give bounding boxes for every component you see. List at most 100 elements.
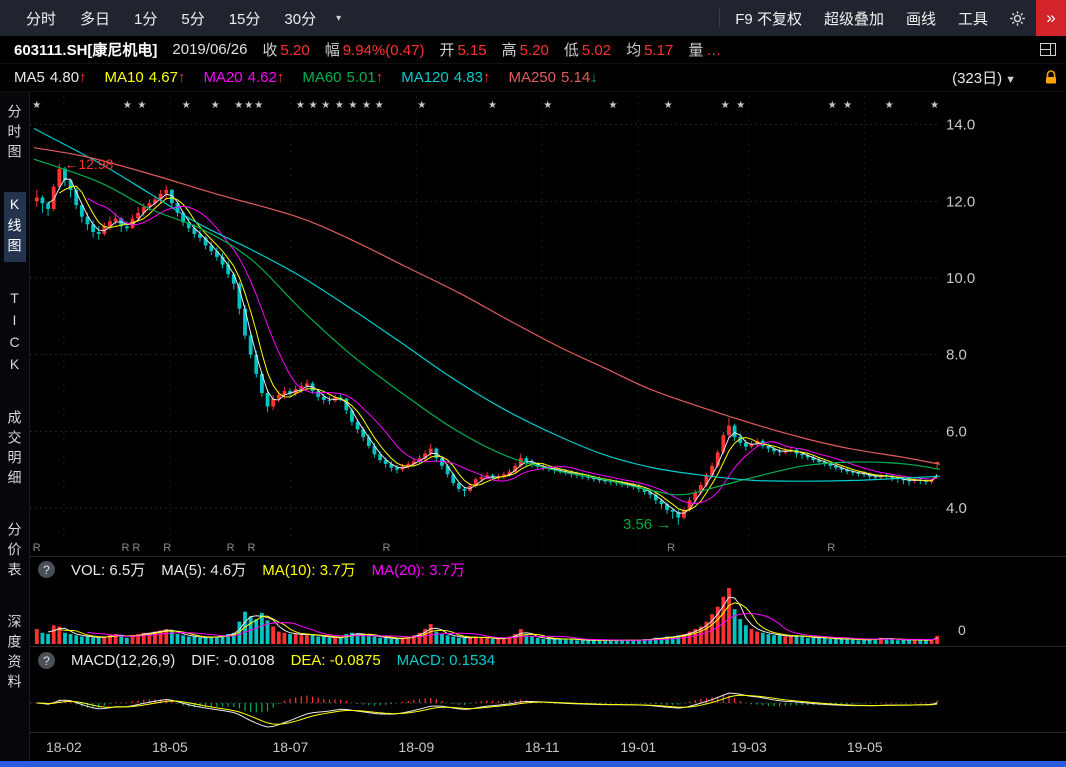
vol-ma20-readout: MA(20): 3.7万	[371, 562, 465, 579]
event-star-marker[interactable]: ★	[843, 100, 852, 111]
left-sidebar: 分时图 K线图 TICK 成交明细 分价表 深度资料	[0, 92, 30, 761]
field-close: 收 5.20	[262, 42, 310, 59]
draw-line-button[interactable]: 画线	[905, 10, 936, 28]
dividend-r-marker[interactable]: R	[227, 542, 235, 554]
event-star-marker[interactable]: ★	[375, 100, 384, 111]
event-star-marker[interactable]: ★	[182, 100, 191, 111]
tab-timeshare[interactable]: 分时	[26, 10, 57, 28]
x-axis-label: 18-11	[524, 739, 560, 755]
field-high: 高 5.20	[501, 42, 549, 59]
event-star-marker[interactable]: ★	[736, 100, 745, 111]
event-star-marker[interactable]: ★	[930, 100, 939, 111]
dividend-r-marker[interactable]: R	[163, 542, 171, 554]
volume-pane-header: ? VOL: 6.5万 MA(5): 4.6万 MA(10): 3.7万 MA(…	[30, 556, 1066, 582]
field-low: 低 5.02	[563, 42, 612, 59]
event-star-marker[interactable]: ★	[123, 100, 132, 111]
sidebar-item-kline[interactable]: K线图	[3, 192, 26, 262]
event-star-marker[interactable]: ★	[234, 100, 243, 111]
high-price-annotation: ←12.98	[64, 156, 113, 172]
layout-grid-icon[interactable]	[1040, 43, 1056, 56]
macd-chart[interactable]	[30, 674, 1066, 732]
tab-15min[interactable]: 15分	[228, 10, 261, 28]
sidebar-item-tick[interactable]: TICK	[6, 290, 23, 378]
symbol-name: 603111.SH[康尼机电]	[14, 42, 158, 59]
vol-ma10-readout: MA(10): 3.7万	[262, 562, 356, 579]
lock-icon[interactable]	[1044, 70, 1058, 85]
main-body: 分时图 K线图 TICK 成交明细 分价表 深度资料 14.0 12.0 10.0 8…	[0, 92, 1066, 761]
y-tick-label: 6.0	[946, 423, 967, 440]
dividend-r-marker[interactable]: R	[667, 542, 675, 554]
volume-zero-label: 0	[958, 622, 966, 638]
event-star-marker[interactable]: ★	[664, 100, 673, 111]
vol-readout: VOL: 6.5万	[71, 562, 146, 579]
event-star-marker[interactable]: ★	[721, 100, 730, 111]
volume-help-button[interactable]: ?	[38, 561, 55, 578]
ma250-readout: MA250 5.14↓	[508, 69, 598, 86]
event-star-marker[interactable]: ★	[321, 100, 330, 111]
ma60-readout: MA60 5.01↑	[302, 69, 384, 86]
event-star-marker[interactable]: ★	[885, 100, 894, 111]
tab-multiday[interactable]: 多日	[80, 10, 111, 28]
ma-line-ma120	[33, 127, 941, 482]
event-star-marker[interactable]: ★	[417, 100, 426, 111]
super-overlay-button[interactable]: 超级叠加	[823, 10, 884, 28]
dividend-r-marker[interactable]: R	[122, 542, 130, 554]
event-star-marker[interactable]: ★	[244, 100, 253, 111]
macd-help-button[interactable]: ?	[38, 652, 55, 669]
dividend-r-marker[interactable]: R	[33, 542, 41, 554]
ma10-readout: MA10 4.67↑	[104, 69, 186, 86]
sidebar-item-timeshare[interactable]: 分时图	[6, 104, 23, 164]
event-star-marker[interactable]: ★	[335, 100, 344, 111]
tools-button[interactable]: 工具	[957, 10, 988, 28]
toolbar-divider	[719, 9, 721, 27]
field-open: 开 5.15	[439, 42, 487, 59]
event-star-marker[interactable]: ★	[608, 100, 617, 111]
event-star-marker[interactable]: ★	[32, 100, 41, 111]
event-star-marker[interactable]: ★	[543, 100, 552, 111]
tab-1min[interactable]: 1分	[134, 10, 158, 28]
vol-ma5-readout: MA(5): 4.6万	[161, 562, 247, 579]
x-axis: 18-02 18-05 18-07 18-09 18-11 19-01 19-03 19-05	[30, 732, 1066, 761]
event-star-marker[interactable]: ★	[348, 100, 357, 111]
visible-range-button[interactable]: (323日) ▼	[952, 70, 1016, 87]
dividend-r-marker[interactable]: R	[827, 542, 835, 554]
y-tick-label: 12.0	[946, 193, 975, 210]
top-toolbar: 分时 多日 1分 5分 15分 30分 ▾ F9 不复权 超级叠加 画线 工具 …	[0, 0, 1066, 36]
dividend-r-marker[interactable]: R	[132, 542, 140, 554]
ma5-readout: MA5 4.80↑	[14, 69, 87, 86]
quote-date: 2019/06/26	[172, 41, 248, 58]
field-change: 幅 9.94%(0.47)	[324, 42, 425, 59]
adjust-mode-button[interactable]: F9 不复权	[735, 10, 802, 28]
toolbar-right-group: F9 不复权 超级叠加 画线 工具 »	[715, 0, 1066, 36]
field-avg: 均 5.17	[626, 42, 674, 59]
event-star-marker[interactable]: ★	[296, 100, 305, 111]
x-axis-label: 18-02	[45, 739, 82, 755]
y-tick-label: 14.0	[946, 117, 975, 134]
more-chevron-button[interactable]: »	[1036, 0, 1066, 36]
ma-indicator-bar: MA5 4.80↑ MA10 4.67↑ MA20 4.62↑ MA60 5.01↑ M…	[0, 64, 1066, 92]
sidebar-item-price-table[interactable]: 分价表	[6, 522, 23, 582]
event-star-marker[interactable]: ★	[254, 100, 263, 111]
sidebar-item-depth-info[interactable]: 深度资料	[6, 614, 23, 694]
tab-30min[interactable]: 30分	[284, 10, 317, 28]
dif-readout: DIF: -0.0108	[191, 652, 275, 669]
period-dropdown-caret[interactable]: ▾	[336, 12, 342, 24]
event-star-marker[interactable]: ★	[362, 100, 371, 111]
sidebar-item-trade-details[interactable]: 成交明细	[6, 410, 23, 490]
event-star-marker[interactable]: ★	[309, 100, 318, 111]
tab-5min[interactable]: 5分	[181, 10, 205, 28]
settings-gear-icon[interactable]	[999, 10, 1036, 27]
event-star-marker[interactable]: ★	[488, 100, 497, 111]
kline-chart[interactable]: 14.0 12.0 10.0 8.0 6.0 4.0 ★ ★ ★ ★ ★ ★ ★ ★ ★ ★ ★ ★ ★ ★ ★ ★ ★ ★ ★…	[30, 92, 1066, 556]
dividend-r-marker[interactable]: R	[247, 542, 255, 554]
bottom-accent-bar	[0, 761, 1066, 767]
ma20-readout: MA20 4.62↑	[203, 69, 285, 86]
event-star-marker[interactable]: ★	[211, 100, 220, 111]
x-axis-label: 18-07	[272, 739, 309, 755]
field-volume: 量…	[688, 42, 722, 59]
event-star-marker[interactable]: ★	[828, 100, 837, 111]
dividend-r-marker[interactable]: R	[382, 542, 390, 554]
volume-chart[interactable]: 0	[30, 582, 1066, 646]
macd-readout: MACD: 0.1534	[396, 652, 496, 669]
event-star-marker[interactable]: ★	[137, 100, 146, 111]
